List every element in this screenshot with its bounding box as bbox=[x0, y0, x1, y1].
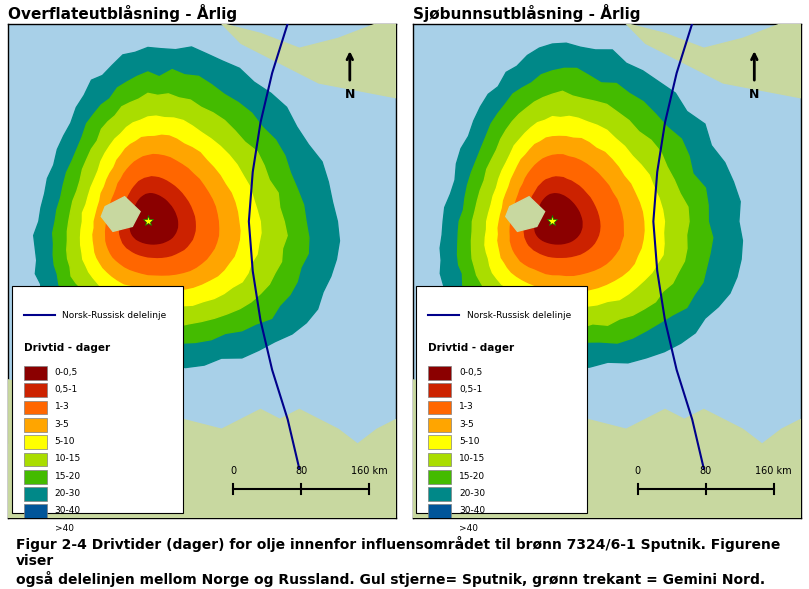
Bar bbox=[428, 504, 451, 518]
Polygon shape bbox=[53, 70, 309, 345]
Text: Sjøbunnsutblåsning - Årlig: Sjøbunnsutblåsning - Årlig bbox=[413, 4, 640, 22]
Bar bbox=[23, 470, 47, 484]
Bar bbox=[428, 383, 451, 397]
Text: 3-5: 3-5 bbox=[460, 420, 474, 429]
Text: 5-10: 5-10 bbox=[55, 437, 75, 446]
Text: 0: 0 bbox=[635, 466, 641, 476]
Bar bbox=[428, 401, 451, 415]
Text: 30-40: 30-40 bbox=[55, 507, 81, 515]
Bar bbox=[23, 487, 47, 501]
Text: 160 km: 160 km bbox=[351, 466, 388, 476]
Bar bbox=[428, 487, 451, 501]
Bar bbox=[23, 418, 47, 432]
Text: Norsk-Russisk delelinje: Norsk-Russisk delelinje bbox=[467, 311, 571, 320]
Bar bbox=[23, 383, 47, 397]
Polygon shape bbox=[120, 177, 195, 257]
Text: 1-3: 1-3 bbox=[55, 402, 70, 412]
Polygon shape bbox=[81, 116, 261, 307]
Polygon shape bbox=[101, 197, 140, 231]
Polygon shape bbox=[34, 47, 340, 368]
Polygon shape bbox=[106, 154, 218, 275]
Text: Drivtid - dager: Drivtid - dager bbox=[23, 343, 110, 353]
Bar bbox=[428, 366, 451, 380]
Text: 0,5-1: 0,5-1 bbox=[55, 385, 78, 394]
Text: 0-0,5: 0-0,5 bbox=[55, 368, 78, 377]
Text: 160 km: 160 km bbox=[756, 466, 792, 476]
Polygon shape bbox=[506, 197, 544, 231]
Text: 20-30: 20-30 bbox=[55, 489, 81, 498]
Polygon shape bbox=[413, 444, 801, 518]
Text: N: N bbox=[749, 88, 760, 101]
Bar bbox=[428, 435, 451, 449]
Bar bbox=[23, 452, 47, 466]
Polygon shape bbox=[626, 24, 801, 98]
Text: Norsk-Russisk delelinje: Norsk-Russisk delelinje bbox=[62, 311, 167, 320]
Polygon shape bbox=[222, 24, 396, 98]
Text: 30-40: 30-40 bbox=[460, 507, 485, 515]
Polygon shape bbox=[498, 137, 644, 292]
Polygon shape bbox=[440, 43, 743, 369]
Text: 20-30: 20-30 bbox=[460, 489, 485, 498]
Bar bbox=[428, 418, 451, 432]
Bar bbox=[23, 366, 47, 380]
Polygon shape bbox=[472, 91, 689, 328]
Polygon shape bbox=[524, 177, 599, 257]
Text: 0: 0 bbox=[231, 466, 236, 476]
Text: 15-20: 15-20 bbox=[460, 472, 485, 481]
Text: 3-5: 3-5 bbox=[55, 420, 70, 429]
Text: 10-15: 10-15 bbox=[460, 455, 485, 464]
Polygon shape bbox=[8, 380, 396, 518]
Polygon shape bbox=[458, 68, 713, 343]
Bar bbox=[23, 401, 47, 415]
Bar bbox=[428, 522, 451, 535]
Text: Figur 2-4 Drivtider (dager) for olje innenfor influensområdet til brønn 7324/6-1: Figur 2-4 Drivtider (dager) for olje inn… bbox=[16, 536, 781, 587]
Text: N: N bbox=[345, 88, 355, 101]
Text: 80: 80 bbox=[295, 466, 307, 476]
Polygon shape bbox=[485, 117, 664, 307]
Text: Drivtid - dager: Drivtid - dager bbox=[428, 343, 515, 353]
Text: Overflateutblåsning - Årlig: Overflateutblåsning - Årlig bbox=[8, 4, 237, 22]
Text: 0-0,5: 0-0,5 bbox=[460, 368, 482, 377]
FancyBboxPatch shape bbox=[417, 286, 587, 514]
Text: 5-10: 5-10 bbox=[460, 437, 480, 446]
Text: 1-3: 1-3 bbox=[460, 402, 474, 412]
Text: >40: >40 bbox=[460, 524, 478, 532]
Text: 15-20: 15-20 bbox=[55, 472, 81, 481]
Bar bbox=[23, 522, 47, 535]
Polygon shape bbox=[8, 444, 396, 518]
Polygon shape bbox=[413, 380, 801, 518]
Polygon shape bbox=[67, 93, 287, 327]
Text: >40: >40 bbox=[55, 524, 74, 532]
Text: 0,5-1: 0,5-1 bbox=[460, 385, 482, 394]
Polygon shape bbox=[510, 155, 623, 276]
Polygon shape bbox=[93, 135, 240, 292]
FancyBboxPatch shape bbox=[12, 286, 183, 514]
Bar bbox=[428, 452, 451, 466]
Polygon shape bbox=[535, 194, 582, 244]
Bar bbox=[23, 435, 47, 449]
Text: 80: 80 bbox=[700, 466, 712, 476]
Bar bbox=[428, 470, 451, 484]
Text: 10-15: 10-15 bbox=[55, 455, 81, 464]
Polygon shape bbox=[130, 194, 177, 244]
Bar bbox=[23, 504, 47, 518]
